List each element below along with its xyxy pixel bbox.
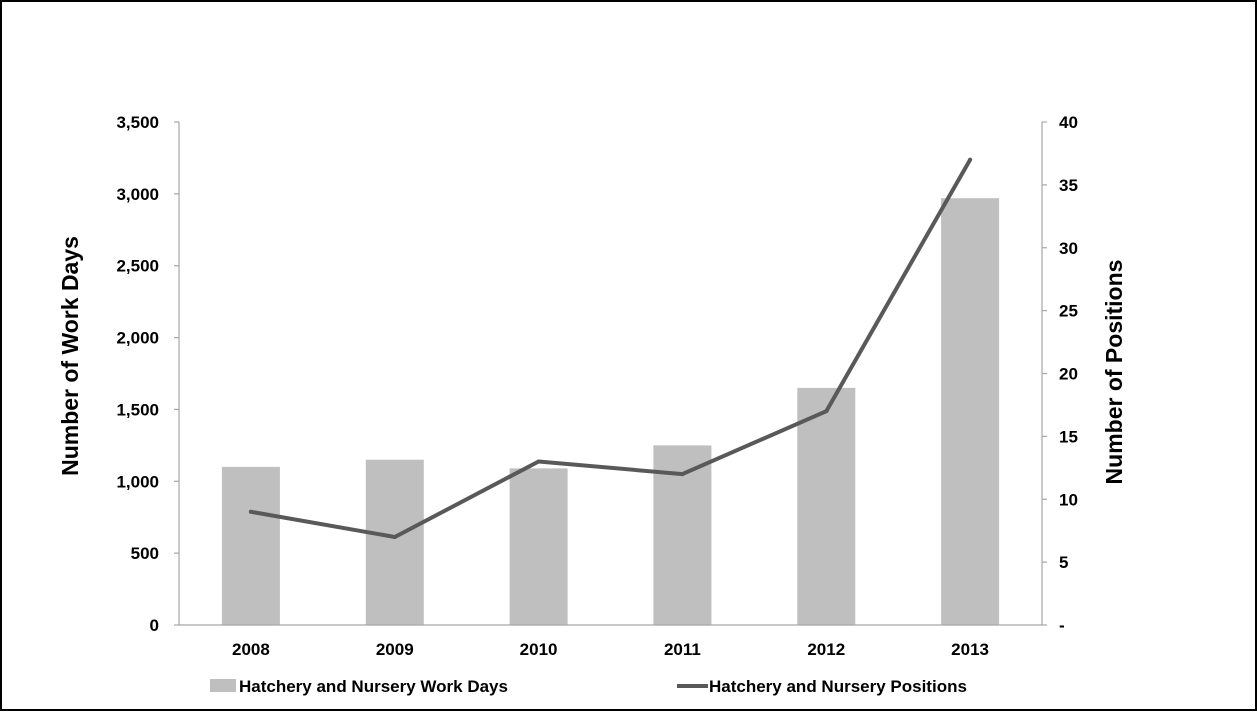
y2-tick-label: 20 [1059,365,1078,384]
y-tick-label: 0 [150,616,159,635]
y-tick-label: 2,000 [116,329,159,348]
x-tick-label: 2012 [807,640,845,659]
positions-point-2008 [248,509,253,514]
bar-2009 [365,459,424,625]
legend-label-line: Hatchery and Nursery Positions [709,677,967,696]
y-tick-label: 1,500 [116,400,159,419]
legend-swatch-bar [210,679,236,692]
y2-tick-label: 40 [1059,113,1078,132]
positions-point-2013 [968,157,973,162]
y2-tick-label: - [1059,616,1065,635]
positions-point-2010 [536,459,541,464]
bars-layer [221,198,1000,625]
line-layer [248,157,973,539]
positions-point-2009 [392,535,397,539]
y2-axis-title: Number of Positions [1101,260,1127,485]
bar-2013 [941,198,1000,625]
y-tick-label: 500 [131,544,159,563]
legend-label-bar: Hatchery and Nursery Work Days [239,677,508,696]
y2-tick-label: 5 [1059,553,1068,572]
positions-point-2011 [680,472,685,477]
positions-point-2012 [824,409,829,414]
bar-2008 [221,466,280,625]
y2-tick-label: 25 [1059,302,1078,321]
x-tick-label: 2013 [951,640,989,659]
bar-2010 [509,468,568,625]
x-tick-label: 2011 [664,640,701,659]
y2-tick-label: 30 [1059,239,1078,258]
bar-2012 [797,387,856,625]
x-tick-label: 2008 [232,640,270,659]
x-tick-label: 2009 [376,640,414,659]
y-tick-label: 3,000 [116,185,159,204]
y-axis-title: Number of Work Days [57,236,83,476]
axes-layer [174,121,1047,626]
y-tick-label: 3,500 [116,113,159,132]
legend: Hatchery and Nursery Work Days Hatchery … [210,677,967,696]
y2-tick-label: 35 [1059,176,1078,195]
x-tick-label: 2010 [520,640,558,659]
y2-tick-label: 10 [1059,490,1078,509]
positions-line [248,157,973,539]
y-tick-label: 2,500 [116,257,159,276]
y-tick-label: 1,000 [116,472,159,491]
y2-tick-label: 15 [1059,427,1078,446]
ticks-layer: 0 500 1,000 1,500 2,000 2,500 3,000 3,500 - 5 10 15… [116,113,1077,659]
